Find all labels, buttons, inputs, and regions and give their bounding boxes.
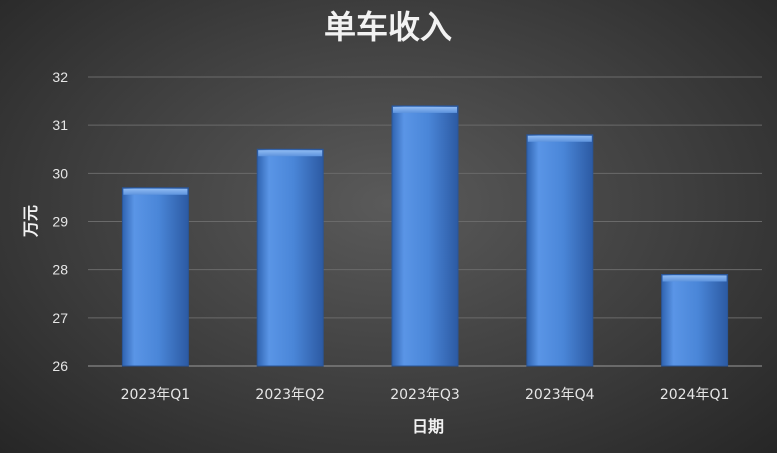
- y-tick-label: 27: [52, 310, 68, 326]
- bar-cap: [393, 106, 457, 113]
- bar-cap: [123, 188, 188, 195]
- y-axis-ticks: 26 27 28 29 30 31 32: [52, 69, 68, 374]
- x-tick-label: 2024年Q1: [660, 387, 730, 403]
- chart-title: 单车收入: [324, 8, 452, 46]
- bar-cap: [662, 275, 727, 282]
- x-tick-label: 2023年Q3: [390, 387, 460, 403]
- y-tick-label: 28: [52, 262, 68, 278]
- bar: [391, 105, 459, 367]
- bar: [121, 187, 189, 367]
- y-axis-label: 万元: [21, 205, 40, 238]
- y-tick-label: 26: [52, 358, 68, 374]
- bar-body: [391, 105, 459, 367]
- x-axis-label: 日期: [412, 417, 444, 436]
- y-tick-label: 30: [52, 165, 68, 181]
- bar-cap: [527, 135, 592, 142]
- bar-cap: [258, 150, 323, 157]
- bar: [256, 148, 324, 367]
- y-tick-label: 29: [52, 214, 68, 230]
- bar: [526, 134, 594, 367]
- y-tick-label: 32: [52, 69, 68, 85]
- x-tick-label: 2023年Q1: [121, 387, 191, 403]
- x-axis-ticks: 2023年Q1 2023年Q2 2023年Q3 2023年Q4 2024年Q1: [121, 387, 730, 403]
- bar-body: [121, 187, 189, 367]
- x-tick-label: 2023年Q4: [525, 387, 595, 403]
- x-tick-label: 2023年Q2: [255, 387, 325, 403]
- bar: [661, 273, 729, 367]
- bar-body: [256, 148, 324, 367]
- bar-body: [526, 134, 594, 367]
- y-tick-label: 31: [52, 117, 68, 133]
- bar-body: [661, 273, 729, 367]
- bars: [121, 105, 729, 367]
